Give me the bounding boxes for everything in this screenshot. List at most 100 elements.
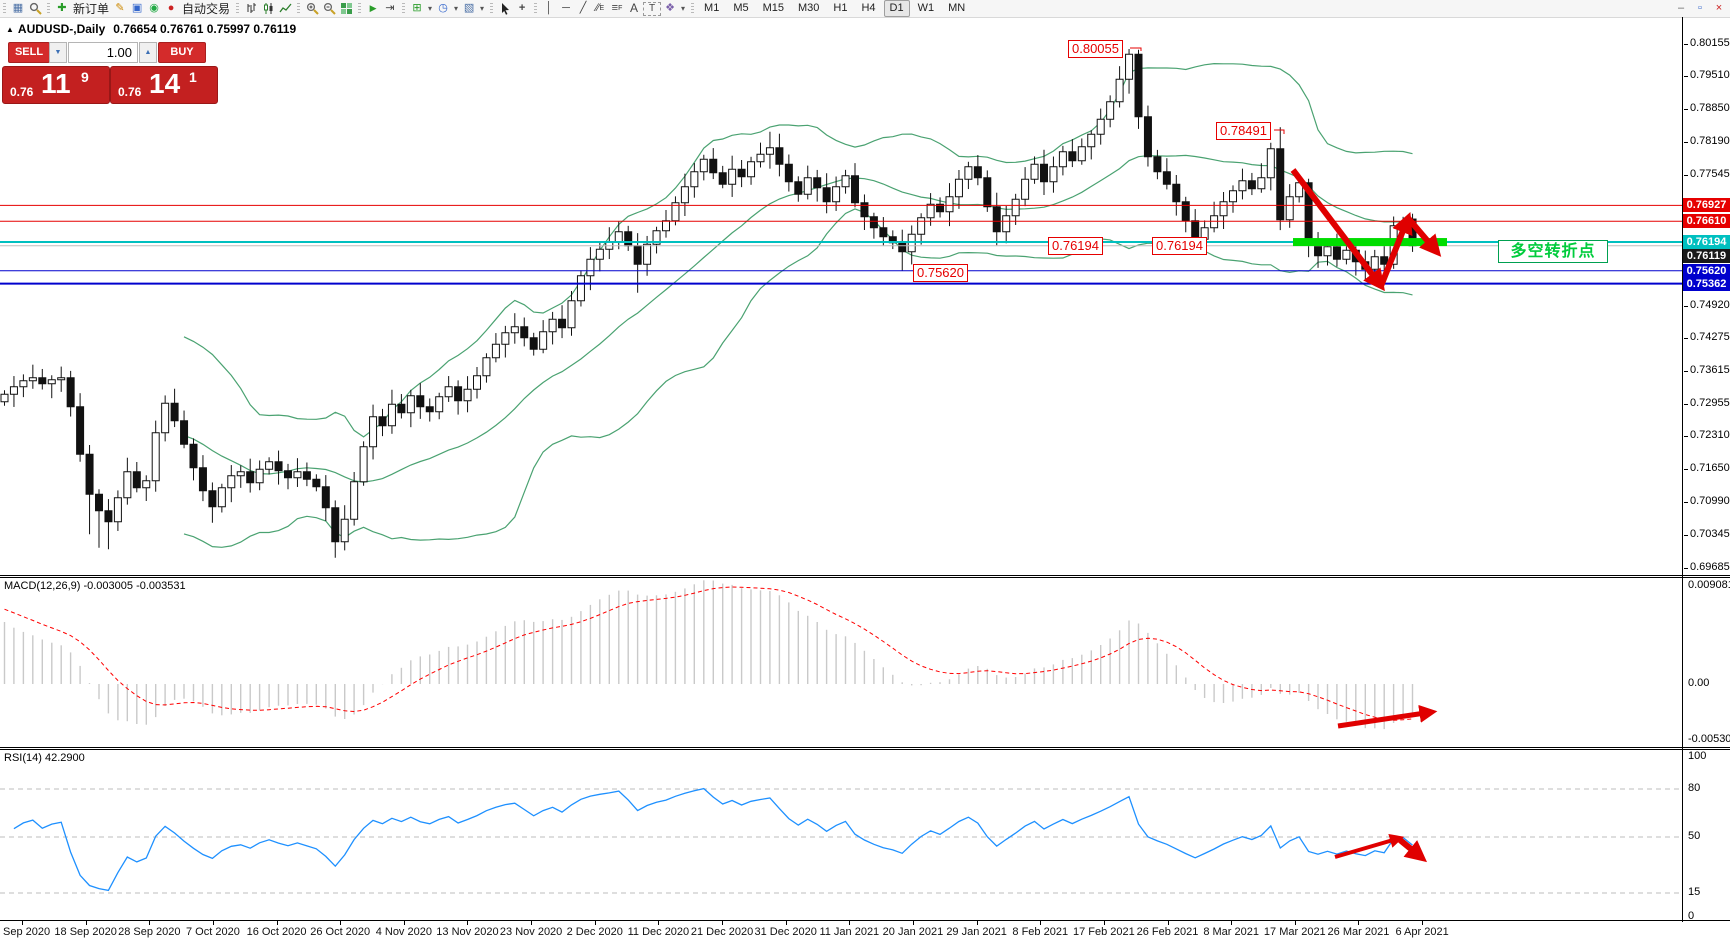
chart-close-button[interactable]: ×	[1715, 2, 1723, 14]
toolbar-grip[interactable]	[691, 3, 695, 14]
channel-icon[interactable]: ∕∕ E	[595, 2, 605, 14]
time-axis-separator	[0, 920, 1730, 921]
rsi-indicator-label: RSI(14) 42.2900	[4, 752, 85, 764]
candle-body	[227, 475, 236, 489]
period-dropdown-icon[interactable]: ▾	[454, 4, 459, 13]
timeframe-button-D1[interactable]: D1	[883, 0, 910, 17]
toolbar-grip[interactable]	[490, 3, 494, 14]
toolbar-grip[interactable]	[47, 3, 50, 14]
trend-arrow[interactable]	[1378, 211, 1413, 288]
macd-arrow[interactable]	[1337, 704, 1438, 729]
new-order-icon[interactable]: ✚	[57, 2, 67, 14]
chart-shift-icon[interactable]: ⇥	[385, 2, 395, 14]
timeframe-button-H1[interactable]: H1	[833, 2, 848, 14]
candle-body	[652, 230, 661, 245]
timeframe-button-W1[interactable]: W1	[917, 2, 935, 14]
date-label: 26 Feb 2021	[1136, 926, 1199, 938]
toolbar-grip[interactable]	[3, 3, 6, 14]
buy-button[interactable]: BUY	[158, 42, 206, 63]
bollinger-lower-band	[183, 208, 1413, 548]
tile-windows-icon[interactable]	[338, 1, 354, 16]
price-annotation-label[interactable]: 0.76194	[1048, 237, 1103, 255]
toolbar: ▦ ✚ 新订单 ✎ ▣ ◉ ● 自动交易 ▶ ⇥	[0, 0, 1730, 18]
crayon-icon[interactable]: ✎	[115, 2, 125, 14]
trend-arrow[interactable]	[1405, 216, 1442, 257]
rsi-panel-separator[interactable]	[0, 747, 1730, 748]
signal-icon[interactable]: ◉	[149, 2, 159, 14]
price-annotation-label[interactable]: 0.76194	[1152, 237, 1207, 255]
timeframe-button-H4[interactable]: H4	[861, 2, 876, 14]
new-order-button[interactable]: 新订单	[73, 2, 110, 16]
text-label-icon[interactable]: T	[643, 1, 662, 16]
add-indicator-icon[interactable]: ⊞	[412, 2, 422, 14]
terminal-icon[interactable]: ▣	[131, 2, 143, 14]
turning-point-annotation[interactable]: 多空转折点	[1498, 240, 1608, 263]
text-tool-icon[interactable]: A	[630, 1, 639, 15]
toolbar-grip[interactable]	[236, 3, 240, 14]
crosshair-icon[interactable]: +	[518, 2, 526, 14]
chart-minimize-button[interactable]: –	[1677, 2, 1685, 14]
data-window-icon[interactable]	[27, 1, 43, 16]
date-label: 17 Mar 2021	[1263, 926, 1326, 938]
sell-button[interactable]: SELL	[8, 42, 50, 63]
chart-restore-button[interactable]: ▫	[1698, 2, 1702, 14]
autotrading-icon[interactable]: ●	[167, 2, 175, 14]
candle-body	[293, 471, 302, 479]
macd-panel-separator[interactable]	[0, 577, 1730, 578]
macd-panel-separator[interactable]	[0, 575, 1730, 576]
candle-body	[236, 471, 245, 477]
auto-scroll-icon[interactable]: ▶	[369, 3, 377, 13]
candle-body	[217, 487, 226, 508]
horizontal-line-icon[interactable]: ─	[562, 2, 570, 14]
sell-price-display[interactable]: 0.76 11 9	[2, 66, 110, 104]
timeframe-button-M30[interactable]: M30	[798, 2, 820, 14]
shapes-dropdown-icon[interactable]: ▾	[681, 4, 686, 13]
price-badge: 0.76610	[1683, 214, 1730, 229]
date-tick	[1294, 921, 1296, 925]
fibonacci-icon[interactable]: ≡ F	[611, 2, 623, 14]
price-tick: 0.80155	[1684, 37, 1730, 49]
rsi-arrow[interactable]	[1334, 833, 1405, 859]
price-annotation-label[interactable]: 0.75620	[913, 264, 968, 282]
buy-price-display[interactable]: 0.76 14 1	[110, 66, 218, 104]
chart-window-icon[interactable]: ▦	[12, 2, 24, 14]
bollinger-upper-band	[183, 62, 1413, 438]
price-annotation-label[interactable]: 0.78491	[1216, 122, 1271, 140]
template-icon[interactable]: ▧	[463, 2, 475, 14]
template-dropdown-icon[interactable]: ▾	[480, 4, 485, 13]
trend-arrow[interactable]	[1290, 168, 1385, 292]
autotrading-button[interactable]: 自动交易	[182, 2, 231, 16]
shapes-icon[interactable]: ❖	[665, 2, 675, 14]
timeframe-button-M1[interactable]: M1	[704, 2, 720, 14]
candlestick-chart-icon[interactable]	[260, 1, 276, 16]
timeframe-button-MN[interactable]: MN	[948, 2, 966, 14]
expand-marker-icon[interactable]: ▲	[6, 25, 14, 34]
candle-body	[539, 331, 548, 350]
indicator-dropdown-icon[interactable]: ▾	[428, 4, 433, 13]
toolbar-grip[interactable]	[534, 3, 538, 14]
toolbar-grip[interactable]	[358, 3, 362, 14]
candle-body	[558, 318, 567, 329]
volume-input[interactable]	[68, 42, 138, 63]
volume-decrement-button[interactable]: ▼	[49, 42, 67, 63]
zoom-out-icon[interactable]	[321, 1, 337, 16]
rsi-arrow[interactable]	[1398, 837, 1428, 863]
vertical-line-icon[interactable]: │	[545, 2, 553, 14]
price-annotation-label[interactable]: 0.80055	[1068, 40, 1123, 58]
green-trend-highlight[interactable]	[1293, 238, 1447, 247]
trendline-icon[interactable]: ╱	[579, 2, 587, 14]
date-tick	[849, 921, 851, 925]
timeframe-button-M5[interactable]: M5	[733, 2, 749, 14]
volume-increment-button[interactable]: ▲	[139, 42, 157, 63]
toolbar-grip[interactable]	[297, 3, 301, 14]
zoom-in-icon[interactable]	[304, 1, 320, 16]
timeframe-button-M15[interactable]: M15	[762, 2, 784, 14]
toolbar-grip[interactable]	[402, 3, 406, 14]
rsi-panel-separator[interactable]	[0, 749, 1730, 750]
candle-body	[737, 168, 746, 178]
line-chart-icon[interactable]	[277, 1, 293, 16]
cursor-icon[interactable]	[497, 1, 513, 16]
bar-chart-icon[interactable]	[243, 1, 259, 16]
period-clock-icon[interactable]: ◷	[438, 2, 448, 14]
